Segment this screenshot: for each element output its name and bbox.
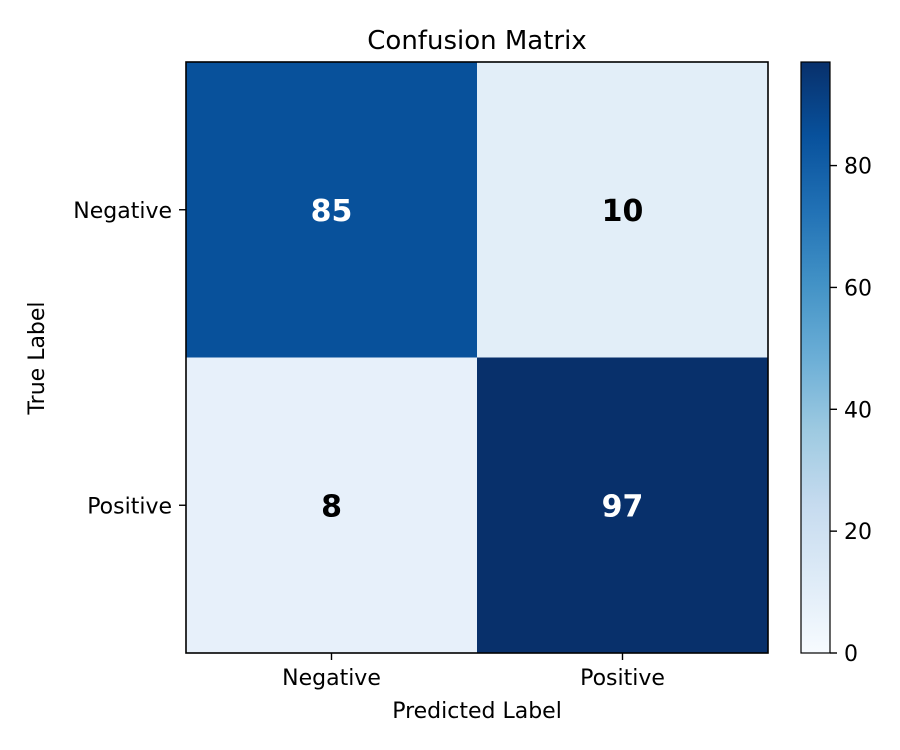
colorbar-tick-label: 0 [844,642,858,667]
cell-value-label: 8 [321,489,342,524]
heatmap-cell [477,357,769,654]
x-tick-label: Positive [580,666,665,691]
heatmap-cell [186,62,478,358]
chart-title: Confusion Matrix [367,26,586,56]
x-axis-ticks: Negative Positive [282,653,665,691]
cell-value-label: 10 [602,194,644,229]
y-axis-label: True Label [25,301,50,415]
cell-value-label: 85 [311,194,353,229]
heatmap-cell [186,357,478,654]
colorbar-ticks: 0 20 40 60 80 [830,155,872,667]
colorbar-tick-label: 60 [844,276,872,301]
x-tick-label: Negative [282,666,381,691]
colorbar-tick-label: 40 [844,398,872,423]
cell-value-label: 97 [602,489,644,524]
y-axis-ticks: Negative Positive [73,199,186,519]
heatmap-cells: 85 10 8 97 [186,62,769,654]
heatmap-cell [477,62,769,358]
x-axis-label: Predicted Label [392,699,562,724]
colorbar-tick-label: 80 [844,155,872,180]
y-tick-label: Positive [87,494,172,519]
colorbar-tick-label: 20 [844,520,872,545]
plot-frame [185,61,769,654]
colorbar [800,61,831,654]
y-tick-label: Negative [73,199,172,224]
